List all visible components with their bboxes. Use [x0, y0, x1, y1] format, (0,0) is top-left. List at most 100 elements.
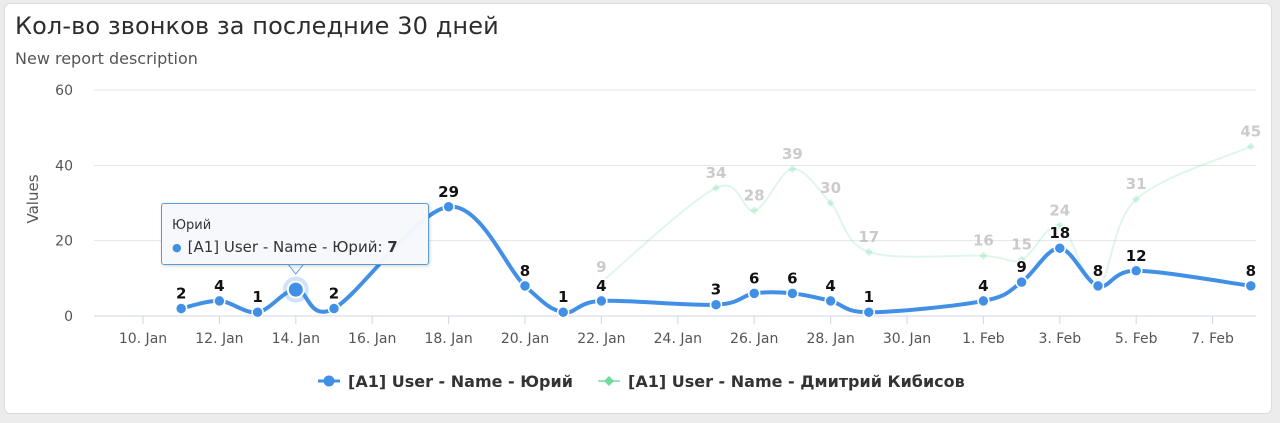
x-tick-label: 3. Feb — [1038, 331, 1081, 347]
y-tick-label: 40 — [55, 158, 73, 174]
tooltip-row: ● [A1] User - Name - Юрий: 7 — [172, 238, 398, 256]
data-point[interactable] — [595, 294, 608, 308]
x-tick-label: 30. Jan — [883, 331, 931, 347]
legend: [A1] User - Name - Юрий [A1] User - Name … — [318, 372, 965, 391]
data-label: 6 — [787, 269, 797, 287]
data-point[interactable] — [709, 298, 723, 311]
highlighted-point[interactable] — [286, 280, 305, 299]
data-label: 8 — [520, 262, 530, 280]
data-label: 18 — [1049, 224, 1070, 242]
data-point[interactable] — [1132, 195, 1141, 204]
data-label: 39 — [782, 145, 803, 163]
series-marker-icon: ● — [172, 241, 182, 254]
legend-label: [A1] User - Name - Юрий — [348, 372, 573, 391]
x-tick-label: 16. Jan — [348, 331, 396, 347]
data-label: 17 — [858, 228, 879, 246]
data-point[interactable] — [1129, 264, 1143, 278]
data-point[interactable] — [1053, 241, 1067, 255]
data-point[interactable] — [1246, 142, 1255, 151]
data-point[interactable] — [1017, 255, 1026, 264]
x-tick-label: 5. Feb — [1115, 331, 1158, 347]
tooltip-series-label: [A1] User - Name - Юрий: — [187, 238, 388, 256]
data-point[interactable] — [747, 287, 761, 300]
data-point[interactable] — [826, 199, 835, 207]
legend-marker-icon — [604, 376, 614, 386]
x-tick-label: 20. Jan — [501, 331, 549, 347]
data-point[interactable] — [750, 206, 759, 215]
data-point[interactable] — [979, 251, 988, 260]
legend-marker-icon — [323, 375, 335, 387]
data-point[interactable] — [442, 200, 455, 214]
data-label: 1 — [558, 288, 568, 306]
data-point[interactable] — [251, 305, 264, 319]
x-tick-label: 7. Feb — [1191, 331, 1234, 347]
x-tick-label: 12. Jan — [195, 331, 243, 347]
data-label: 31 — [1126, 175, 1147, 193]
data-point[interactable] — [518, 279, 532, 293]
data-point[interactable] — [1091, 279, 1105, 293]
data-point[interactable] — [712, 183, 720, 192]
data-point[interactable] — [862, 305, 876, 319]
tooltip-header: Юрий — [172, 218, 212, 233]
data-label: 3 — [711, 281, 721, 299]
data-label: 4 — [596, 277, 606, 295]
data-point[interactable] — [1015, 275, 1028, 289]
data-label: 29 — [438, 183, 459, 201]
axes: 0 20 40 60 Values 10. Jan 12. Jan 14. Jan 16. Ja… — [24, 83, 1234, 347]
y-tick-label: 60 — [55, 83, 73, 99]
data-label: 9 — [1016, 258, 1026, 276]
y-axis-title: Values — [24, 174, 42, 223]
data-point[interactable] — [213, 294, 226, 308]
legend-item[interactable]: [A1] User - Name - Дмитрий Кибисов — [598, 372, 965, 391]
data-point[interactable] — [174, 302, 188, 315]
legend-item[interactable]: [A1] User - Name - Юрий — [318, 372, 573, 391]
data-label: 4 — [825, 277, 835, 295]
x-tick-label: 18. Jan — [424, 331, 472, 347]
data-label: 30 — [820, 179, 841, 197]
x-tick-label: 26. Jan — [730, 331, 778, 347]
data-label: 4 — [978, 277, 988, 295]
data-label: 16 — [973, 232, 994, 250]
y-tick-label: 0 — [64, 309, 73, 325]
data-point[interactable] — [597, 278, 606, 287]
data-label: 8 — [1093, 262, 1103, 280]
data-label: 1 — [864, 288, 874, 306]
data-label: 8 — [1093, 262, 1103, 280]
x-tick-label: 14. Jan — [272, 331, 320, 347]
data-label: 12 — [1126, 247, 1147, 265]
data-point[interactable] — [556, 305, 570, 319]
data-label: 1 — [252, 288, 262, 306]
data-point[interactable] — [327, 302, 341, 315]
x-tick-label: 10. Jan — [119, 331, 167, 347]
series-line[interactable] — [600, 145, 1252, 287]
data-label: 28 — [744, 187, 765, 205]
x-tick-label: 24. Jan — [654, 331, 702, 347]
report-description: New report description — [15, 49, 198, 68]
data-label: 2 — [329, 284, 339, 302]
tooltip-value: 7 — [387, 238, 398, 256]
data-label: 6 — [749, 269, 759, 287]
data-point[interactable] — [1244, 279, 1258, 293]
y-tick-label: 20 — [55, 234, 73, 250]
legend-label: [A1] User - Name - Дмитрий Кибисов — [628, 372, 965, 391]
data-label: 8 — [1246, 262, 1256, 280]
data-label: 9 — [596, 258, 606, 276]
data-point[interactable] — [977, 294, 990, 308]
x-tick-label: 1. Feb — [962, 331, 1005, 347]
data-label: 15 — [1011, 236, 1032, 254]
data-label: 34 — [706, 164, 727, 182]
page-title: Кол-во звонков за последние 30 дней — [15, 12, 499, 40]
data-point[interactable] — [824, 294, 837, 308]
x-tick-label: 22. Jan — [577, 331, 625, 347]
data-point[interactable] — [864, 247, 873, 256]
tooltip-pointer — [286, 263, 305, 275]
tooltip: Юрий ● [A1] User - Name - Юрий: 7 — [161, 203, 429, 265]
data-label: 24 — [1049, 202, 1070, 220]
data-label: 4 — [214, 277, 224, 295]
data-point[interactable] — [1055, 221, 1064, 230]
data-point[interactable] — [788, 165, 797, 174]
data-label: 2 — [176, 284, 186, 302]
data-point[interactable] — [786, 287, 799, 300]
